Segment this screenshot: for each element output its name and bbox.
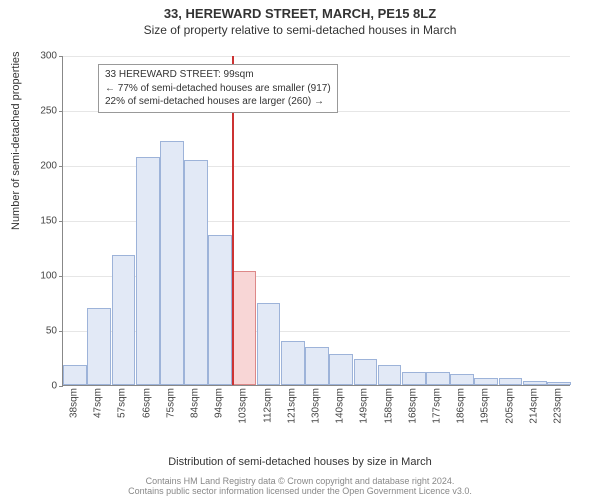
annotation-box: 33 HEREWARD STREET: 99sqm ← 77% of semi-… <box>98 64 338 113</box>
y-tick-label: 250 <box>25 106 57 117</box>
grid-line <box>63 56 570 57</box>
histogram-bar <box>63 365 87 385</box>
chart-area: 050100150200250300 33 HEREWARD STREET: 9… <box>62 56 570 414</box>
x-tick-label: 47sqm <box>93 388 104 418</box>
annotation-line-1: 33 HEREWARD STREET: 99sqm <box>105 68 331 82</box>
x-tick-label: 177sqm <box>431 388 442 424</box>
y-axis-label: Number of semi-detached properties <box>10 51 22 230</box>
x-tick-label: 140sqm <box>335 388 346 424</box>
chart-main-title: 33, HEREWARD STREET, MARCH, PE15 8LZ <box>0 6 600 21</box>
histogram-bar <box>329 354 353 385</box>
histogram-bar <box>450 374 474 385</box>
x-tick-label: 103sqm <box>238 388 249 424</box>
histogram-bar <box>160 141 184 385</box>
x-tick-label: 186sqm <box>456 388 467 424</box>
annotation-line-2: ← 77% of semi-detached houses are smalle… <box>105 82 331 96</box>
histogram-bar <box>305 347 329 386</box>
histogram-bar <box>87 308 111 385</box>
x-tick-label: 168sqm <box>407 388 418 424</box>
y-tick-mark <box>59 386 63 387</box>
y-tick-label: 300 <box>25 51 57 62</box>
x-tick-label: 94sqm <box>214 388 225 418</box>
y-tick-label: 150 <box>25 216 57 227</box>
histogram-bar <box>233 271 257 385</box>
chart-subtitle: Size of property relative to semi-detach… <box>0 23 600 37</box>
histogram-bar <box>499 378 523 385</box>
y-tick-label: 100 <box>25 271 57 282</box>
histogram-bar <box>257 303 281 386</box>
y-tick-label: 0 <box>25 381 57 392</box>
y-tick-mark <box>59 166 63 167</box>
x-tick-label: 112sqm <box>262 388 273 423</box>
x-tick-label: 149sqm <box>359 388 370 424</box>
histogram-bar <box>112 255 136 385</box>
x-tick-label: 84sqm <box>190 388 201 418</box>
histogram-bar <box>547 382 571 385</box>
x-tick-label: 130sqm <box>311 388 322 424</box>
histogram-bar <box>354 359 378 385</box>
histogram-bar <box>208 235 232 385</box>
histogram-bar <box>184 160 208 386</box>
x-tick-label: 38sqm <box>69 388 80 418</box>
x-tick-label: 214sqm <box>528 388 539 424</box>
y-tick-mark <box>59 111 63 112</box>
y-tick-mark <box>59 276 63 277</box>
x-tick-label: 205sqm <box>504 388 515 424</box>
footer-line-2: Contains public sector information licen… <box>0 486 600 496</box>
footer-line-1: Contains HM Land Registry data © Crown c… <box>0 476 600 486</box>
x-tick-label: 57sqm <box>117 388 128 418</box>
annotation-line-3: 22% of semi-detached houses are larger (… <box>105 95 331 109</box>
x-tick-label: 223sqm <box>552 388 563 424</box>
histogram-bar <box>523 381 547 385</box>
x-tick-label: 158sqm <box>383 388 394 424</box>
y-tick-label: 50 <box>25 326 57 337</box>
x-tick-label: 195sqm <box>480 388 491 424</box>
footer-attribution: Contains HM Land Registry data © Crown c… <box>0 476 600 496</box>
y-tick-label: 200 <box>25 161 57 172</box>
histogram-bar <box>402 372 426 385</box>
x-tick-label: 66sqm <box>141 388 152 418</box>
histogram-bar <box>378 365 402 385</box>
y-tick-mark <box>59 221 63 222</box>
y-tick-mark <box>59 331 63 332</box>
x-axis-label: Distribution of semi-detached houses by … <box>0 456 600 468</box>
histogram-bar <box>474 378 498 385</box>
histogram-bar <box>136 157 160 385</box>
histogram-bar <box>426 372 450 385</box>
x-tick-label: 121sqm <box>286 388 297 424</box>
y-tick-mark <box>59 56 63 57</box>
x-tick-label: 75sqm <box>165 388 176 418</box>
histogram-bar <box>281 341 305 385</box>
